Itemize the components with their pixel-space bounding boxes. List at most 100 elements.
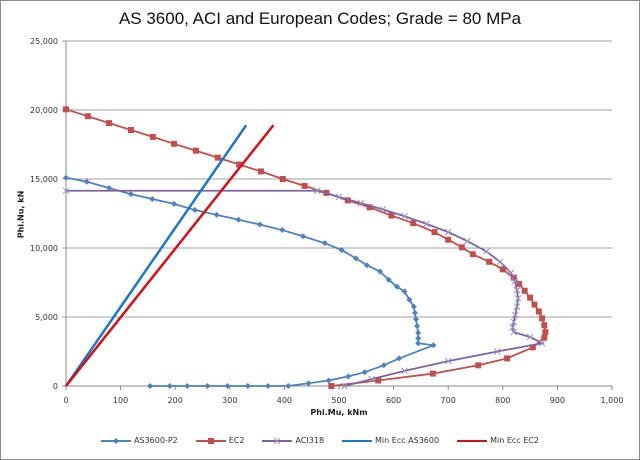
data-point-as3600-p2 [171,200,178,207]
series-line-min-ecc-ec2 [65,124,275,387]
legend-swatch [101,437,132,444]
data-point-aci318 [401,367,408,375]
legend-label: ACI318 [295,436,325,445]
x-axis-label: Phi.Mu, kNm [310,408,368,417]
data-point-aci318 [510,318,518,326]
series-line-min-ecc-as3600 [64,124,248,387]
y-tick-label: 10,000 [30,244,58,253]
data-point-as3600-p2 [256,221,263,228]
data-point-as3600-p2 [83,178,90,185]
data-point-ec2 [499,266,506,273]
data-point-ec2 [301,182,308,189]
data-point-ec2 [84,113,91,120]
x-tick-label: 800 [495,396,510,405]
data-point-aci318 [483,248,490,255]
data-point-ec2 [214,154,221,161]
data-point-as3600-p2 [415,335,422,342]
data-point-as3600-p2 [235,216,242,223]
data-point-aci318 [368,375,376,383]
x-tick-label: 200 [168,396,183,405]
x-tick-label: 0 [63,396,68,405]
data-point-as3600-p2 [166,383,173,389]
data-point-as3600-p2 [204,383,211,389]
data-point-as3600-p2 [213,211,220,218]
data-point-ec2 [469,251,476,258]
data-point-as3600-p2 [414,322,421,329]
data-point-ec2 [328,383,335,389]
data-point-aci318 [313,187,321,195]
x-tick-label: 300 [222,396,237,405]
y-tick-label: 5,000 [35,313,58,322]
legend-swatch [262,437,293,444]
y-tick-label: 25,000 [30,37,58,46]
data-point-as3600-p2 [106,184,113,191]
data-point-as3600-p2 [63,174,69,181]
legend-swatch [195,437,226,444]
data-point-aci318 [538,339,546,347]
data-point-as3600-p2 [352,255,359,262]
data-point-ec2 [516,280,523,287]
data-point-ec2 [535,308,542,315]
chart-title: AS 3600, ACI and European Codes; Grade =… [118,9,522,28]
data-point-as3600-p2 [147,383,154,389]
data-point-as3600-p2 [410,303,417,310]
data-point-as3600-p2 [224,383,231,389]
legend-swatch [342,439,373,442]
data-point-ec2 [542,329,549,336]
legend-label: Min Ecc EC2 [490,436,539,445]
data-point-as3600-p2 [345,373,352,380]
data-point-as3600-p2 [305,380,312,387]
data-point-ec2 [171,140,178,147]
data-point-aci318 [423,220,430,228]
x-tick-label: 100 [113,396,128,405]
x-tick-label: 1,000 [601,396,624,405]
data-point-as3600-p2 [393,283,400,290]
data-point-aci318 [463,237,471,245]
data-point-ec2 [475,362,482,369]
x-tick-label: 600 [386,396,401,405]
series-line-aci318 [66,189,545,387]
data-point-as3600-p2 [321,240,328,247]
data-point-ec2 [527,294,534,301]
data-point-ec2 [279,176,286,182]
data-point-as3600-p2 [396,355,403,362]
data-point-as3600-p2 [412,316,419,323]
data-point-as3600-p2 [325,377,332,384]
data-point-as3600-p2 [415,340,422,347]
data-point-aci318 [444,357,452,365]
legend-item-aci318: ACI318 [262,436,324,445]
legend-item-min-ecc-as3600: Min Ecc AS3600 [342,436,439,445]
data-point-ec2 [410,220,417,227]
data-point-as3600-p2 [265,383,272,389]
data-point-as3600-p2 [430,342,437,349]
data-point-as3600-p2 [338,247,345,254]
data-point-as3600-p2 [191,207,198,214]
data-point-ec2 [257,168,264,175]
legend-item-as3600-p2: AS3600-P2 [101,436,178,445]
data-point-aci318 [513,286,521,294]
data-point-as3600-p2 [376,268,383,275]
data-point-ec2 [539,315,546,322]
data-point-as3600-p2 [406,296,413,303]
x-tick-label: 700 [441,396,456,405]
data-point-ec2 [429,370,436,377]
data-point-as3600-p2 [285,383,292,389]
data-point-ec2 [431,229,438,236]
data-point-as3600-p2 [279,227,286,234]
data-point-aci318 [511,277,519,285]
data-point-aci318 [496,258,504,266]
data-point-aci318 [507,269,515,277]
data-point-ec2 [149,133,156,140]
data-point-aci318 [493,348,501,355]
data-point-aci318 [444,228,452,236]
data-point-ec2 [521,287,528,294]
data-point-as3600-p2 [184,383,191,389]
data-point-ec2 [445,236,452,243]
data-point-as3600-p2 [149,196,156,203]
data-point-aci318 [512,311,519,319]
data-point-as3600-p2 [401,288,408,295]
x-tick-label: 500 [331,396,346,405]
data-point-ec2 [236,161,243,168]
